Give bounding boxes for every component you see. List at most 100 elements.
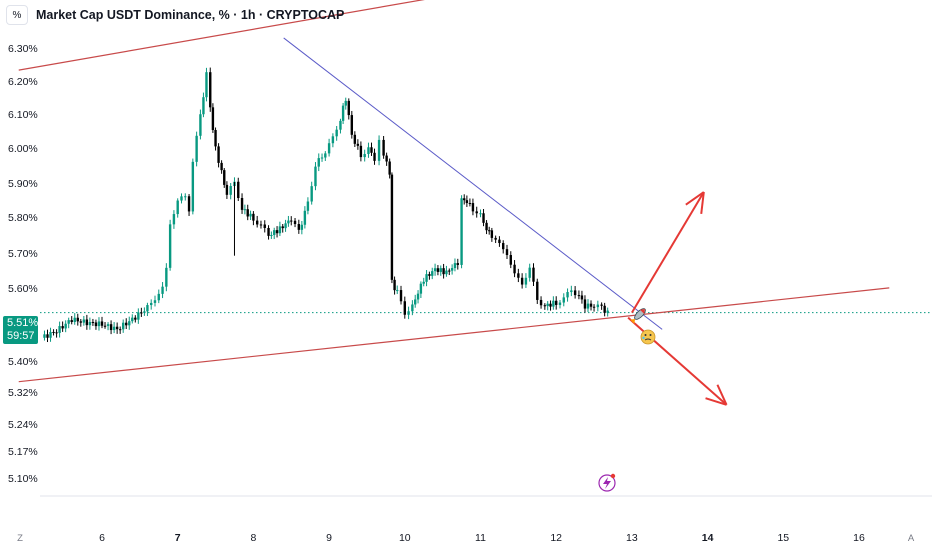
candle (502, 240, 505, 254)
candle-body (259, 224, 263, 226)
candle (600, 302, 603, 310)
percent-scale-button[interactable]: % (6, 5, 28, 25)
candle (367, 142, 370, 158)
candle (278, 221, 282, 237)
candle-body (118, 329, 122, 331)
candle (494, 235, 497, 244)
candle (498, 236, 501, 247)
auto-scale-left-button[interactable]: Z (17, 533, 23, 544)
candle (290, 216, 293, 226)
candle (306, 197, 310, 215)
candle-body (482, 213, 485, 223)
candle (370, 142, 373, 156)
candle (475, 206, 478, 218)
arrow-up-head-2 (685, 191, 705, 206)
candle (118, 326, 122, 334)
candle-body (214, 129, 217, 147)
candle (562, 293, 565, 307)
crying-emoji-icon (640, 329, 656, 345)
candle (555, 296, 558, 310)
candle (524, 273, 528, 288)
candle-body (468, 203, 472, 205)
candle (552, 296, 555, 310)
candle-body (125, 322, 128, 326)
candle (52, 329, 55, 336)
candle-body (100, 321, 104, 326)
candle (191, 158, 195, 215)
candle (109, 320, 113, 335)
upper-channel-line[interactable] (18, 0, 481, 71)
candle (399, 285, 403, 305)
candle (382, 136, 385, 159)
candle (570, 285, 573, 297)
lightning-icon[interactable] (598, 473, 616, 492)
candle-body (505, 249, 509, 256)
candle (314, 162, 317, 191)
candle-body (456, 263, 459, 265)
candle-body (471, 203, 475, 212)
candle-body (161, 286, 164, 294)
arrow-down-head-2 (716, 384, 728, 406)
candle (134, 315, 137, 323)
candle-body (425, 274, 428, 282)
candle-body (293, 220, 297, 225)
candle-body (64, 323, 67, 329)
candle-body (558, 302, 562, 305)
candle (49, 327, 52, 342)
candle-body (46, 334, 49, 338)
candle-body (324, 153, 327, 158)
candle (146, 302, 149, 317)
candle-body (49, 331, 52, 338)
candle (520, 273, 524, 289)
candle-body (225, 184, 229, 195)
candle-body (517, 273, 520, 278)
candle-body (363, 154, 366, 158)
arrow-down-shaft (627, 316, 728, 406)
candle-body (442, 268, 445, 275)
emoji-mouth (644, 338, 652, 341)
lower-channel-line[interactable] (18, 287, 890, 383)
candle (596, 300, 600, 312)
arrow-down[interactable] (627, 316, 728, 406)
symbol-title[interactable]: Market Cap USDT Dominance, % · 1h · CRYP… (36, 8, 345, 22)
candle (431, 267, 434, 280)
candle-body (310, 186, 313, 202)
candle-body (270, 234, 273, 236)
auto-scale-button[interactable]: A (908, 533, 915, 544)
candle-body (220, 162, 223, 171)
candle (344, 97, 347, 110)
candle-body (566, 292, 569, 298)
candle (586, 299, 590, 313)
notification-dot (610, 473, 616, 479)
candle-body (390, 174, 394, 280)
arrow-up[interactable] (631, 191, 705, 314)
candle (373, 148, 376, 165)
y-tick-label: 5.60% (8, 283, 38, 295)
candle (293, 218, 297, 228)
candle (211, 103, 215, 133)
x-tick-label: 8 (250, 532, 256, 544)
descending-trendline[interactable] (283, 37, 663, 330)
candle-body (393, 279, 396, 291)
candle (606, 307, 609, 317)
candle-body (419, 283, 423, 294)
candle (324, 151, 327, 161)
candle-body (589, 303, 593, 307)
candle-body (157, 293, 160, 301)
candle (419, 281, 423, 299)
candle (359, 141, 363, 162)
candle (217, 143, 220, 168)
candle-body (109, 324, 113, 331)
candle (583, 295, 587, 313)
candle (536, 278, 539, 304)
candle (505, 244, 509, 260)
candle (549, 300, 552, 311)
rocket-flame (630, 318, 636, 324)
candle-body (300, 224, 304, 230)
candle (246, 204, 249, 221)
candle-body (306, 201, 310, 211)
candle (317, 153, 320, 172)
candle (73, 313, 76, 325)
candle (414, 294, 417, 308)
